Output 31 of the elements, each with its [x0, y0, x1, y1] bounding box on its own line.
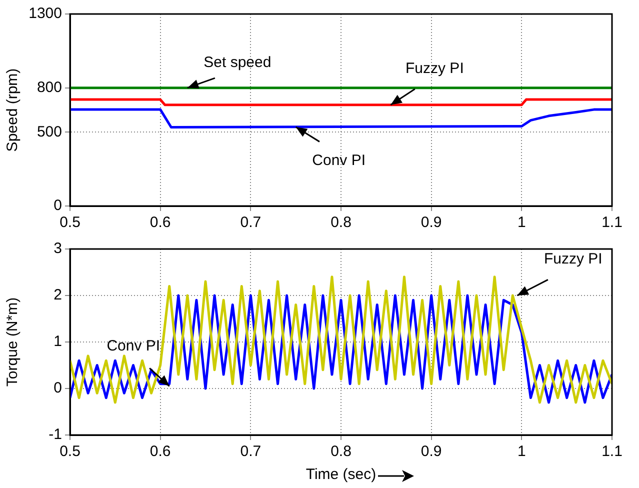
y-tick-label: 0: [54, 197, 62, 214]
y-tick-label: 1300: [28, 5, 62, 22]
y-axis-title: Torque (N*m): [4, 297, 22, 387]
x-tick-label: 0.8: [330, 443, 352, 460]
x-tick-label: 0.9: [420, 443, 442, 460]
y-tick-label: 0: [54, 380, 62, 397]
x-tick-label: 0.5: [60, 443, 80, 460]
x-tick-label: 0.8: [330, 214, 352, 232]
x-axis-title: Time (sec): [306, 466, 376, 484]
annotation: Fuzzy PI: [406, 60, 464, 77]
x-tick-label: 1: [517, 443, 526, 460]
annotation: Fuzzy PI: [544, 250, 602, 268]
x-tick-label: 1: [517, 214, 526, 232]
y-tick-label: 800: [36, 78, 62, 96]
y-tick-label: 500: [36, 123, 62, 140]
x-tick-label: 0.6: [150, 443, 171, 460]
y-tick-label: 1: [54, 333, 62, 350]
y-tick-label: -1: [48, 426, 62, 444]
x-tick-label: 0.7: [240, 443, 262, 460]
x-tick-label: 0.9: [420, 214, 442, 232]
y-tick-label: 2: [54, 286, 62, 304]
annotation: Conv PI: [312, 152, 366, 170]
x-tick-label: 1.1: [602, 443, 622, 460]
y-tick-label: 3: [54, 240, 62, 258]
y-axis-title: Speed (rpm): [4, 68, 22, 152]
annotation: Conv PI: [106, 337, 160, 354]
x-tick-label: 0.6: [150, 214, 171, 232]
x-tick-label: 1.1: [602, 214, 622, 232]
x-tick-label: 0.7: [240, 214, 262, 232]
annotation: Set speed: [204, 54, 272, 71]
x-tick-label: 0.5: [60, 214, 80, 232]
